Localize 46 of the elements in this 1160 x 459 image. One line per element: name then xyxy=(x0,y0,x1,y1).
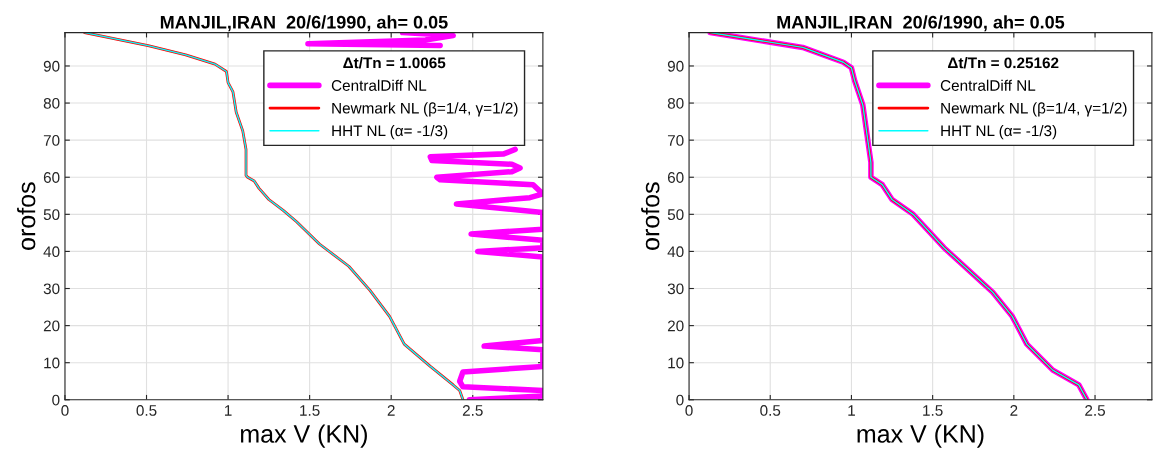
x-tick-label: 1.5 xyxy=(923,405,943,416)
y-tick-label: 80 xyxy=(43,97,60,109)
legend-label: Newmark NL (β=1/4, γ=1/2) xyxy=(332,102,518,117)
y-tick-label: 50 xyxy=(43,209,60,221)
y-tick-label: 90 xyxy=(43,60,60,72)
x-tick-label: 2.5 xyxy=(462,405,483,416)
x-tick-label: 1 xyxy=(224,405,232,416)
legend-label: CentralDiff NL xyxy=(940,79,1036,91)
y-tick-label: 10 xyxy=(44,357,60,369)
x-tick-label: 0.5 xyxy=(760,405,781,416)
y-tick-label: 70 xyxy=(43,135,60,146)
chart-title: MANJIL,IRAN 20/6/1990, ah= 0.05 xyxy=(777,15,1065,32)
legend-title: Δt/Tn = 1.0065 xyxy=(343,57,446,69)
y-tick-label: 70 xyxy=(667,135,684,146)
x-tick-label: 0 xyxy=(685,405,693,416)
legend-label: CentralDiff NL xyxy=(331,79,427,91)
legend-label: HHT NL (α= -1/3) xyxy=(332,124,448,140)
x-tick-label: 2 xyxy=(387,405,395,416)
x-tick-label: 1.5 xyxy=(300,405,320,416)
y-tick-label: 0 xyxy=(676,394,684,406)
x-tick-label: 0 xyxy=(61,405,69,416)
y-tick-label: 30 xyxy=(43,283,60,295)
y-tick-label: 80 xyxy=(667,97,684,109)
y-tick-label: 90 xyxy=(667,60,684,72)
y-tick-label: 40 xyxy=(43,246,60,258)
x-tick-label: 0.5 xyxy=(136,405,157,416)
y-tick-label: 20 xyxy=(667,320,684,332)
x-axis-title: max V (KN) xyxy=(240,424,367,448)
x-axis-title: max V (KN) xyxy=(857,424,984,448)
y-tick-label: 20 xyxy=(43,320,60,332)
y-tick-label: 0 xyxy=(52,394,60,406)
y-tick-label: 50 xyxy=(667,209,684,221)
y-tick-label: 30 xyxy=(667,283,684,295)
y-axis-title: orofos xyxy=(641,182,660,250)
legend-label: Newmark NL (β=1/4, γ=1/2) xyxy=(941,102,1127,117)
x-tick-label: 1 xyxy=(848,405,855,416)
x-tick-label: 2 xyxy=(1010,405,1018,416)
chart-title: MANJIL,IRAN 20/6/1990, ah= 0.05 xyxy=(160,15,448,32)
legend-label: HHT NL (α= -1/3) xyxy=(941,124,1057,140)
legend-title: Δt/Tn = 0.25162 xyxy=(948,57,1059,69)
y-tick-label: 40 xyxy=(667,246,684,258)
y-tick-label: 10 xyxy=(668,357,684,369)
x-tick-label: 2.5 xyxy=(1085,405,1106,416)
y-tick-label: 60 xyxy=(667,172,684,183)
y-axis-title: orofos xyxy=(17,182,36,250)
y-tick-label: 60 xyxy=(43,172,60,183)
